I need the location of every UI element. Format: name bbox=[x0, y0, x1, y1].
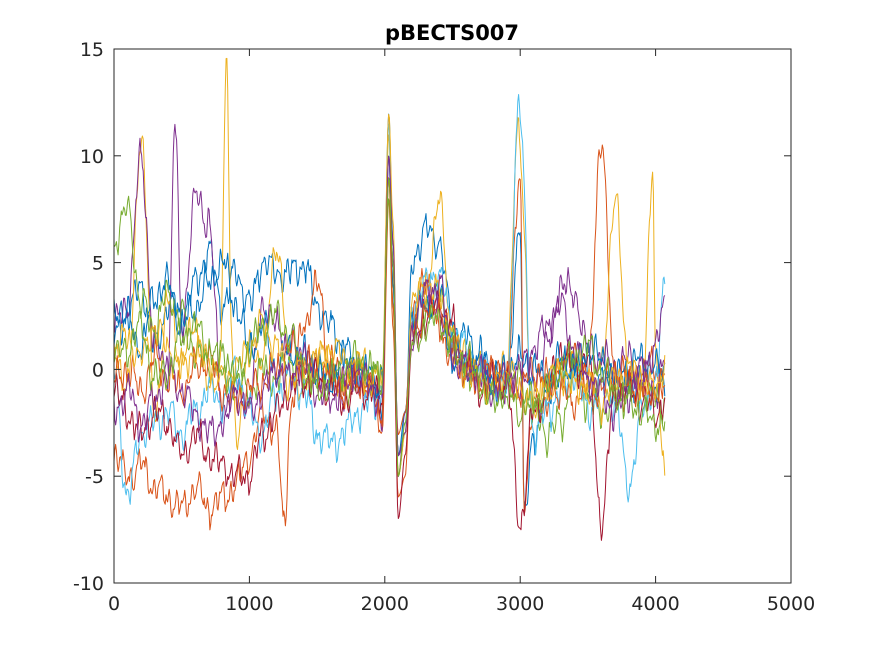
series-layer bbox=[113, 57, 666, 541]
x-tick-label: 2000 bbox=[361, 593, 409, 615]
y-tick-label: 10 bbox=[80, 146, 104, 168]
chart-title: pBECTS007 bbox=[385, 21, 519, 45]
series-line bbox=[113, 113, 666, 477]
x-tick-label: 4000 bbox=[631, 593, 679, 615]
y-tick-label: 15 bbox=[80, 39, 104, 61]
x-tick-label: 1000 bbox=[225, 593, 273, 615]
y-tick-label: -10 bbox=[73, 573, 104, 595]
x-tick-label: 0 bbox=[108, 593, 120, 615]
y-axis: -10 -5 0 5 10 15 bbox=[73, 39, 791, 595]
axes-box bbox=[113, 48, 792, 584]
series-line bbox=[113, 155, 666, 457]
y-tick-label: -5 bbox=[85, 466, 104, 488]
y-tick-label: 5 bbox=[92, 253, 104, 275]
y-tick-label: 0 bbox=[92, 359, 104, 381]
x-tick-label: 5000 bbox=[767, 593, 815, 615]
x-tick-label: 3000 bbox=[496, 593, 544, 615]
x-axis: 0 1000 2000 3000 4000 5000 bbox=[108, 49, 815, 615]
series-line bbox=[113, 177, 666, 477]
